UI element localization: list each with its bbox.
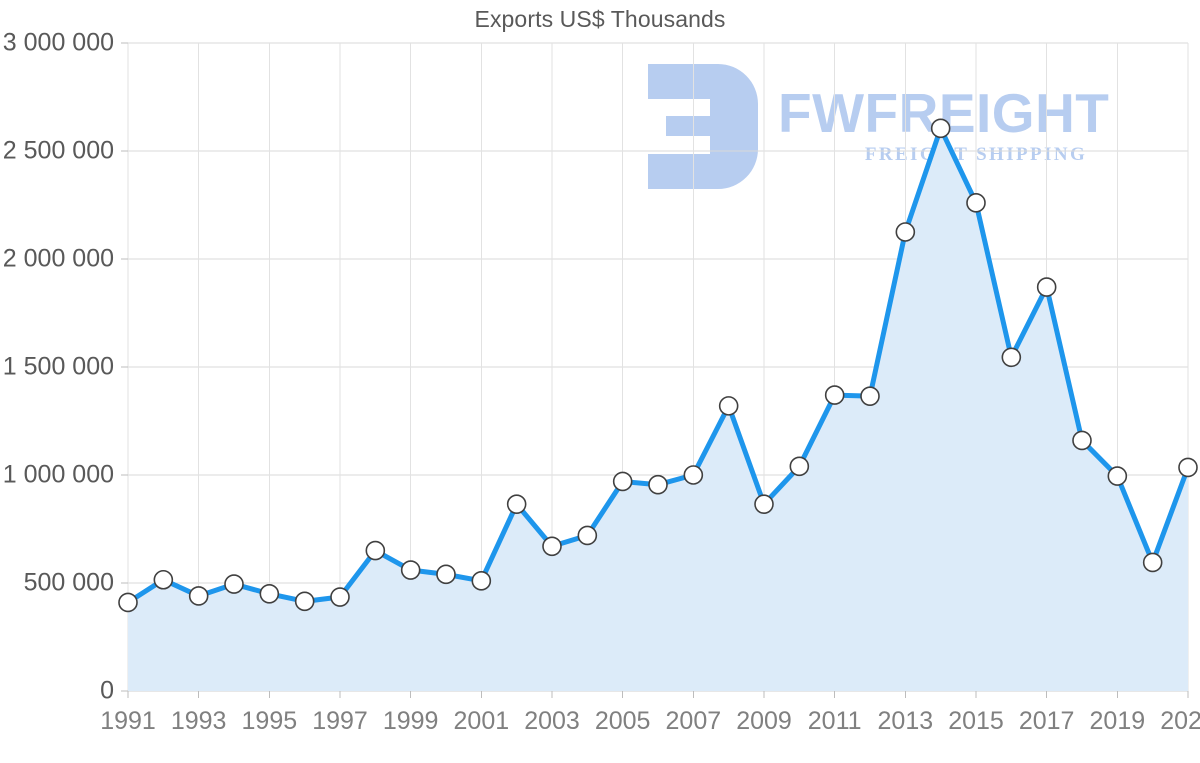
x-tick-label: 2005 (595, 707, 651, 735)
data-point (1001, 347, 1022, 368)
data-point (895, 222, 916, 242)
data-point (930, 118, 951, 139)
x-axis-labels: 1991 1993 1995 1997 1999 2001 2003 2005 2007 2009… (100, 707, 1200, 735)
data-point (259, 583, 280, 604)
data-point (294, 591, 315, 612)
data-point (1107, 466, 1128, 486)
y-tick-label: 1 000 000 (3, 461, 114, 489)
x-tick-label: 2013 (878, 707, 934, 735)
x-tick-label: 2001 (454, 707, 510, 735)
x-tick-label: 2003 (524, 707, 580, 735)
x-tick-label: 2009 (736, 707, 792, 735)
data-point (966, 193, 986, 213)
data-point (683, 465, 704, 485)
data-point (789, 456, 810, 477)
y-tick-label: 3 000 000 (3, 29, 114, 57)
y-tick-label: 2 500 000 (3, 137, 114, 165)
data-point (153, 569, 174, 590)
y-tick-label: 2 000 000 (3, 245, 114, 273)
x-tick-label: 1993 (171, 707, 227, 735)
x-tick-label: 1995 (242, 707, 298, 735)
data-point (824, 385, 845, 405)
x-tick-label: 2007 (666, 707, 722, 735)
data-point (224, 574, 244, 594)
data-point (1036, 277, 1057, 297)
chart-title: Exports US$ Thousands (474, 6, 726, 32)
data-point (542, 536, 562, 557)
x-tick-label: 1999 (383, 707, 439, 735)
data-point (188, 586, 209, 606)
data-point (648, 474, 668, 495)
data-point (718, 396, 739, 416)
data-point (860, 386, 880, 406)
area-fill (128, 128, 1188, 691)
axis-tick-marks (121, 42, 1189, 698)
data-point (1072, 430, 1092, 451)
data-point-markers (118, 118, 1198, 613)
data-point (471, 571, 492, 591)
x-tick-label: 2019 (1090, 707, 1146, 735)
data-point (612, 471, 633, 492)
data-point (577, 525, 598, 546)
data-point (1142, 552, 1163, 573)
x-tick-label: 2015 (948, 707, 1004, 735)
y-tick-label: 500 000 (24, 569, 114, 597)
data-point (436, 564, 456, 585)
x-tick-label: 1991 (100, 707, 156, 735)
y-tick-label: 1 500 000 (3, 353, 114, 381)
x-tick-label: 1997 (312, 707, 368, 735)
y-tick-label: 0 (100, 677, 114, 705)
x-tick-label: 2017 (1019, 707, 1075, 735)
data-point (1178, 457, 1198, 478)
data-point (365, 540, 386, 561)
data-point (506, 494, 527, 514)
data-point (754, 494, 774, 514)
y-axis-labels: 0 500 000 1 000 000 1 500 000 2 000 000 2 500… (3, 29, 114, 705)
data-point (330, 587, 350, 607)
x-tick-label: 2021 (1160, 707, 1200, 735)
x-tick-label: 2011 (808, 707, 862, 735)
data-point (118, 592, 138, 613)
data-point (400, 560, 421, 580)
